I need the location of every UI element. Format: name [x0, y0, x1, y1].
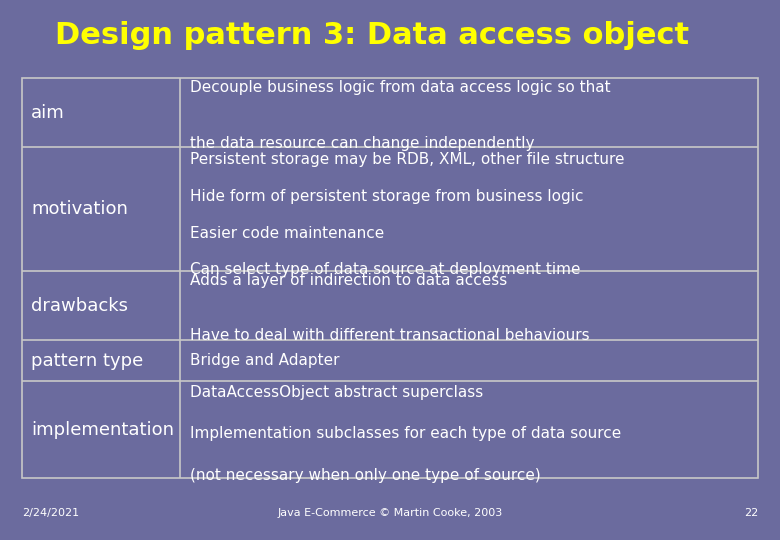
Text: motivation: motivation: [31, 200, 128, 218]
Text: Persistent storage may be RDB, XML, other file structure: Persistent storage may be RDB, XML, othe…: [190, 152, 624, 167]
Text: implementation: implementation: [31, 421, 174, 438]
Text: Have to deal with different transactional behaviours: Have to deal with different transactiona…: [190, 328, 589, 343]
Text: 22: 22: [744, 508, 758, 518]
Text: Can select type of data source at deployment time: Can select type of data source at deploy…: [190, 262, 580, 278]
Text: (not necessary when only one type of source): (not necessary when only one type of sou…: [190, 468, 541, 483]
Text: Implementation subclasses for each type of data source: Implementation subclasses for each type …: [190, 426, 621, 441]
Text: Hide form of persistent storage from business logic: Hide form of persistent storage from bus…: [190, 189, 583, 204]
Text: Java E-Commerce © Martin Cooke, 2003: Java E-Commerce © Martin Cooke, 2003: [278, 508, 502, 518]
Text: Easier code maintenance: Easier code maintenance: [190, 226, 384, 241]
Text: Bridge and Adapter: Bridge and Adapter: [190, 353, 339, 368]
Text: the data resource can change independently: the data resource can change independent…: [190, 136, 534, 151]
Text: DataAccessObject abstract superclass: DataAccessObject abstract superclass: [190, 385, 483, 400]
Bar: [22, 78, 758, 478]
Text: Adds a layer of indirection to data access: Adds a layer of indirection to data acce…: [190, 273, 507, 288]
Text: aim: aim: [31, 104, 65, 122]
Text: drawbacks: drawbacks: [31, 296, 128, 315]
Text: pattern type: pattern type: [31, 352, 144, 370]
Text: Decouple business logic from data access logic so that: Decouple business logic from data access…: [190, 80, 610, 96]
Text: 2/24/2021: 2/24/2021: [22, 508, 79, 518]
Text: Design pattern 3: Data access object: Design pattern 3: Data access object: [55, 21, 689, 50]
